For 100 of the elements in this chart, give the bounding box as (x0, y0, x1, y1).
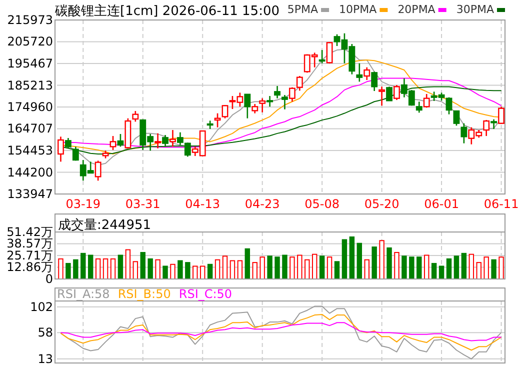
candlestick (154, 132, 162, 149)
bar (312, 254, 318, 280)
bar (192, 266, 198, 280)
bar (252, 262, 258, 280)
candlestick (498, 106, 504, 125)
line-series (60, 322, 502, 342)
legend-label: 30PMA (456, 3, 494, 16)
bar (260, 256, 265, 280)
candlestick (460, 122, 468, 144)
bar (118, 254, 124, 280)
text: RSI_B:50 (118, 287, 171, 301)
bar (326, 256, 332, 280)
candlestick (266, 95, 274, 108)
y-tick-label: 58 (38, 326, 53, 340)
y-tick-label: 164707 (7, 122, 53, 136)
bar (438, 266, 444, 280)
y-tick-label: 174960 (7, 100, 53, 114)
bar (342, 239, 348, 280)
bar (230, 260, 236, 280)
candlestick (274, 85, 280, 99)
bar (237, 260, 243, 280)
candlestick (371, 71, 378, 92)
bar (349, 236, 355, 280)
bar (178, 260, 183, 280)
bar (356, 242, 362, 280)
y-tick-label: 13 (38, 352, 53, 365)
bar (468, 254, 474, 280)
legend-label: 10PMA (339, 3, 378, 16)
bar (132, 261, 138, 280)
y-tick-label: 215973 (7, 13, 53, 27)
legend-label: 5PMA (287, 3, 318, 16)
bar (394, 252, 400, 280)
candlestick (259, 98, 266, 113)
candlestick (364, 66, 370, 81)
bar (402, 256, 407, 280)
bar (282, 254, 288, 280)
y-tick-label: 0 (45, 272, 53, 286)
candlestick (170, 129, 176, 148)
candlestick (58, 136, 64, 162)
bar (334, 261, 340, 280)
bar (424, 254, 430, 280)
bar (66, 262, 71, 280)
candlestick (72, 146, 79, 162)
bar (88, 254, 94, 280)
bar (364, 259, 370, 280)
bar (244, 248, 250, 280)
text: RSI_C:50 (178, 287, 232, 301)
candlestick (416, 101, 422, 114)
x-tick-label: 05-08 (304, 197, 340, 211)
y-tick-label: 25.71万 (6, 248, 53, 262)
line-series (60, 314, 502, 351)
x-tick-label: 03-19 (66, 197, 101, 211)
candlestick (244, 94, 251, 119)
candlestick (423, 93, 430, 108)
y-tick-label: 12.86万 (6, 260, 53, 274)
x-tick-label: 04-23 (244, 197, 280, 211)
candlestick (483, 119, 490, 137)
bar (148, 258, 153, 280)
bar (461, 252, 467, 280)
bar (73, 259, 78, 280)
bar (125, 249, 131, 280)
x-tick-label: 05-20 (364, 197, 400, 211)
bar (454, 256, 460, 280)
candlestick (132, 110, 139, 122)
candlestick (110, 135, 116, 151)
bar (304, 259, 310, 280)
bar (110, 258, 116, 280)
bar (274, 256, 280, 280)
x-tick-label: 06-11 (484, 197, 519, 211)
bar (431, 262, 437, 280)
candlestick (64, 137, 72, 149)
y-tick-label: 102 (30, 300, 53, 314)
bar (446, 258, 452, 280)
candlestick (394, 84, 400, 101)
legend-label: 20PMA (398, 3, 436, 16)
bar (476, 262, 482, 280)
candlestick (162, 134, 168, 147)
x-tick-label: 06-01 (424, 197, 459, 211)
chart-title: 碳酸锂主连[1cm] 2026-06-11 15:00 (54, 3, 280, 19)
text: RSI_A:58 (57, 287, 110, 301)
chart-title: 成交量:244951 (58, 217, 152, 233)
candlestick (386, 86, 392, 102)
bar (155, 259, 160, 280)
bar (484, 256, 489, 280)
y-tick-label: 133947 (7, 187, 53, 201)
candlestick (318, 49, 326, 64)
y-tick-label: 38.57万 (6, 236, 53, 251)
candlestick (326, 41, 333, 64)
candlestick (94, 160, 102, 182)
bar (297, 254, 302, 280)
bar (290, 256, 295, 280)
bar (491, 259, 496, 280)
bar (409, 256, 414, 280)
candlestick (117, 133, 124, 148)
bar (102, 258, 108, 280)
bar (170, 264, 176, 280)
candlestick (282, 94, 288, 110)
candlestick (214, 112, 221, 128)
y-tick-label: 185213 (7, 78, 53, 92)
bar (372, 246, 377, 280)
